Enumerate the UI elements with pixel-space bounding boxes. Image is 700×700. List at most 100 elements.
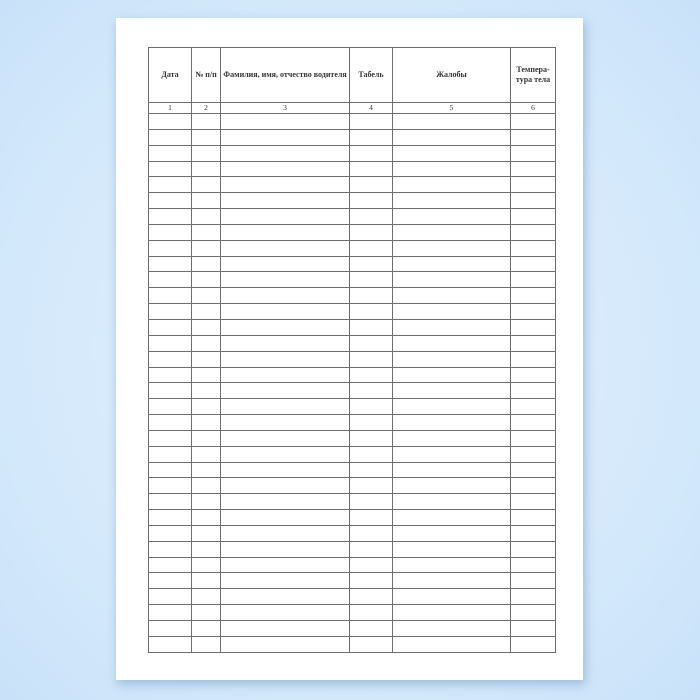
table-cell: [220, 524, 350, 542]
table-row: [148, 239, 556, 257]
table-cell: [191, 493, 221, 511]
table-cell: [349, 144, 393, 162]
table-cell: [148, 382, 192, 400]
table-row: [148, 382, 556, 400]
table-cell: [510, 334, 556, 352]
table-row: [148, 635, 556, 653]
table-row: [148, 398, 556, 416]
table-cell: [220, 160, 350, 178]
table-cell: [191, 287, 221, 305]
table-cell: [191, 556, 221, 574]
table-cell: [220, 635, 350, 653]
table-cell: [148, 604, 192, 621]
table-cell: [392, 445, 511, 463]
table-cell: [392, 604, 511, 621]
header-timesheet: Табель: [349, 47, 393, 103]
table-row: [148, 271, 556, 289]
table-cell: [148, 303, 192, 320]
table-cell: [392, 524, 511, 542]
table-cell: [349, 398, 393, 416]
table-cell: [220, 334, 350, 352]
table-cell: [191, 192, 221, 210]
table-cell: [148, 239, 192, 257]
table-cell: [220, 303, 350, 320]
table-cell: [148, 635, 192, 653]
table-cell: [392, 271, 511, 289]
table-cell: [510, 176, 556, 194]
table-cell: [191, 303, 221, 320]
table-cell: [191, 572, 221, 590]
table-cell: [392, 113, 511, 130]
table-row: [148, 414, 556, 431]
table-cell: [510, 414, 556, 431]
table-cell: [392, 461, 511, 479]
table-cell: [349, 509, 393, 526]
column-number: 2: [191, 102, 221, 114]
table-cell: [191, 414, 221, 431]
table-cell: [220, 113, 350, 130]
table-cell: [148, 113, 192, 130]
table-cell: [392, 620, 511, 637]
table-row: [148, 620, 556, 637]
table-cell: [349, 287, 393, 305]
table-cell: [510, 556, 556, 574]
table-cell: [510, 192, 556, 210]
table-cell: [148, 414, 192, 431]
table-cell: [220, 477, 350, 495]
table-cell: [191, 604, 221, 621]
table-cell: [392, 208, 511, 225]
table-cell: [349, 113, 393, 130]
table-cell: [510, 144, 556, 162]
table-cell: [191, 239, 221, 257]
table-cell: [148, 556, 192, 574]
table-cell: [392, 382, 511, 400]
table-row: [148, 445, 556, 463]
table-row: [148, 176, 556, 194]
table-cell: [148, 509, 192, 526]
table-cell: [191, 334, 221, 352]
table-cell: [220, 588, 350, 606]
table-cell: [349, 493, 393, 511]
table-row: [148, 144, 556, 162]
table-cell: [510, 429, 556, 447]
table-cell: [220, 493, 350, 511]
table-cell: [392, 287, 511, 305]
table-cell: [349, 160, 393, 178]
table-cell: [191, 620, 221, 637]
table-cell: [392, 334, 511, 352]
table-cell: [510, 350, 556, 368]
table-row: [148, 350, 556, 368]
table-row: [148, 429, 556, 447]
table-cell: [392, 509, 511, 526]
table-cell: [510, 635, 556, 653]
header-row: Дата № п/п Фамилия, имя, отчество водите…: [148, 47, 556, 103]
table-cell: [220, 144, 350, 162]
table-cell: [148, 176, 192, 194]
table-cell: [349, 382, 393, 400]
table-cell: [191, 588, 221, 606]
table-cell: [220, 223, 350, 241]
table-cell: [392, 144, 511, 162]
document-page: Дата № п/п Фамилия, имя, отчество водите…: [116, 18, 583, 680]
table-cell: [191, 429, 221, 447]
table-cell: [191, 540, 221, 558]
table-cell: [510, 303, 556, 320]
table-cell: [349, 556, 393, 574]
table-cell: [392, 398, 511, 416]
table-cell: [191, 398, 221, 416]
column-number-row: 1 2 3 4 5 6: [148, 102, 556, 114]
table-cell: [349, 192, 393, 210]
table-cell: [349, 604, 393, 621]
table-cell: [392, 540, 511, 558]
table-cell: [349, 239, 393, 257]
table-cell: [349, 366, 393, 384]
table-cell: [220, 208, 350, 225]
table-row: [148, 572, 556, 590]
table-cell: [220, 572, 350, 590]
table-cell: [349, 540, 393, 558]
table-cell: [392, 255, 511, 273]
table-row: [148, 509, 556, 526]
table-cell: [349, 255, 393, 273]
table-cell: [220, 255, 350, 273]
table-row: [148, 318, 556, 336]
